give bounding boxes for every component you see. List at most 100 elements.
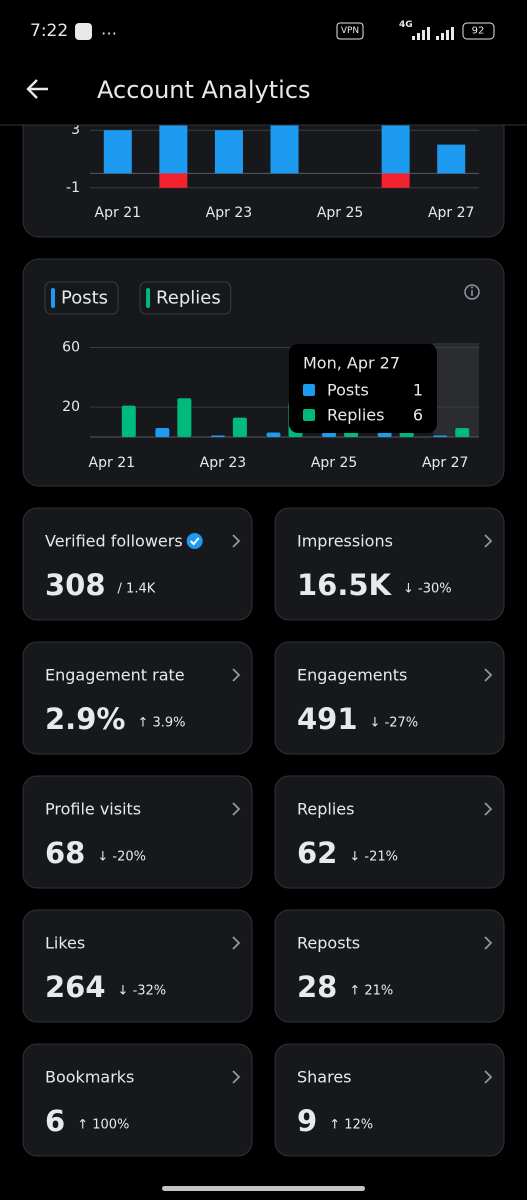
y-tick-label: 60 — [62, 339, 80, 355]
card-title: Engagements — [297, 666, 407, 685]
card-value: 491 — [297, 702, 358, 736]
metric-card[interactable] — [22, 507, 253, 621]
tooltip — [289, 344, 437, 433]
card-value: 308 — [45, 568, 106, 602]
card-value: 264 — [45, 970, 106, 1004]
legend-label: Replies — [156, 288, 221, 309]
card-change: ↓ -21% — [349, 850, 398, 865]
legend-chip[interactable] — [44, 281, 119, 315]
legend-swatch — [51, 288, 55, 308]
bar — [322, 432, 337, 437]
x-tick-label: Apr 27 — [428, 205, 474, 221]
bar — [433, 435, 448, 437]
y-tick-label: 3 — [71, 122, 80, 138]
card-change: ↑ 21% — [349, 984, 393, 999]
home-indicator — [162, 1186, 365, 1191]
chevron — [232, 668, 241, 682]
card-value: 16.5K — [297, 568, 393, 602]
metric-card[interactable] — [22, 641, 253, 755]
bar — [121, 405, 136, 437]
metric-card[interactable] — [274, 507, 505, 621]
card-change: ↓ -32% — [118, 984, 167, 999]
chevron — [484, 534, 493, 548]
top-bar — [0, 0, 527, 125]
card-value: 68 — [45, 836, 85, 870]
y-tick-label: 20 — [62, 399, 80, 415]
card-change: ↑ 12% — [329, 1118, 373, 1133]
x-tick-label: Apr 23 — [206, 205, 252, 221]
tooltip-swatch — [303, 409, 315, 421]
signal-bar — [412, 36, 415, 40]
chevron — [484, 668, 493, 682]
bar — [381, 173, 410, 188]
legend-label: Posts — [61, 288, 108, 309]
card-value: 62 — [297, 836, 337, 870]
signal-bar — [451, 27, 454, 40]
card-secondary: / 1.4K — [118, 582, 156, 597]
bar — [232, 417, 247, 437]
verified-badge — [186, 533, 203, 549]
tooltip-label: Posts — [327, 381, 369, 400]
card-change: ↑ 3.9% — [137, 716, 185, 731]
status-time: 7:22 — [30, 21, 68, 41]
tooltip-swatch — [303, 384, 315, 396]
metric-card[interactable] — [274, 775, 505, 889]
metric-card[interactable] — [274, 1043, 505, 1157]
metric-card[interactable] — [22, 775, 253, 889]
highlight-column — [433, 343, 479, 437]
header-title: Account Analytics — [97, 76, 311, 104]
bar — [210, 435, 225, 437]
x-tick-label: Apr 27 — [422, 455, 468, 471]
back-button[interactable] — [26, 79, 48, 99]
status-battery: 92 — [472, 26, 485, 37]
tooltip-title: Mon, Apr 27 — [303, 354, 400, 373]
card-title: Profile visits — [45, 800, 141, 819]
metric-card[interactable] — [274, 641, 505, 755]
signal-bar — [427, 27, 430, 40]
x-tick-label: Apr 21 — [89, 455, 135, 471]
signal-bar — [436, 36, 439, 40]
metric-card[interactable] — [274, 909, 505, 1023]
bar — [455, 428, 470, 437]
x-tick-label: Apr 21 — [95, 205, 141, 221]
card-title: Replies — [297, 800, 354, 819]
tooltip-value: 1 — [413, 381, 423, 400]
card-value: 28 — [297, 970, 337, 1004]
legend-chip[interactable] — [139, 281, 232, 315]
card-change: ↓ -27% — [370, 716, 419, 731]
bar — [177, 398, 192, 437]
card-value: 6 — [45, 1104, 65, 1138]
card-title: Shares — [297, 1068, 352, 1087]
info-icon[interactable] — [464, 284, 480, 300]
card-change: ↓ -30% — [403, 582, 452, 597]
chevron — [232, 936, 241, 950]
card-title: Reposts — [297, 934, 360, 953]
card-value: 9 — [297, 1104, 317, 1138]
status-vpn: VPN — [341, 26, 359, 36]
status-network: 4G — [399, 20, 413, 30]
card-title: Impressions — [297, 532, 393, 551]
info-icon-dot — [471, 286, 473, 289]
card-title: Engagement rate — [45, 666, 185, 685]
chevron — [232, 1070, 241, 1084]
bar — [159, 173, 188, 188]
metric-card[interactable] — [22, 909, 253, 1023]
card-change: ↑ 100% — [77, 1118, 129, 1133]
x-tick-label: Apr 23 — [200, 455, 246, 471]
card-title: Verified followers — [45, 532, 183, 551]
chevron — [484, 802, 493, 816]
y-tick-label: -1 — [66, 180, 80, 196]
metric-card[interactable] — [22, 1043, 253, 1157]
bar — [266, 432, 281, 437]
vpn-badge — [336, 22, 364, 40]
x-tick-label: Apr 25 — [317, 205, 363, 221]
legend-swatch — [146, 288, 151, 308]
signal-bar — [446, 30, 449, 40]
chevron — [484, 936, 493, 950]
verified-check — [189, 537, 200, 546]
bar — [103, 130, 132, 174]
card-value: 2.9% — [45, 702, 125, 736]
bar — [214, 130, 243, 174]
chevron — [232, 534, 241, 548]
